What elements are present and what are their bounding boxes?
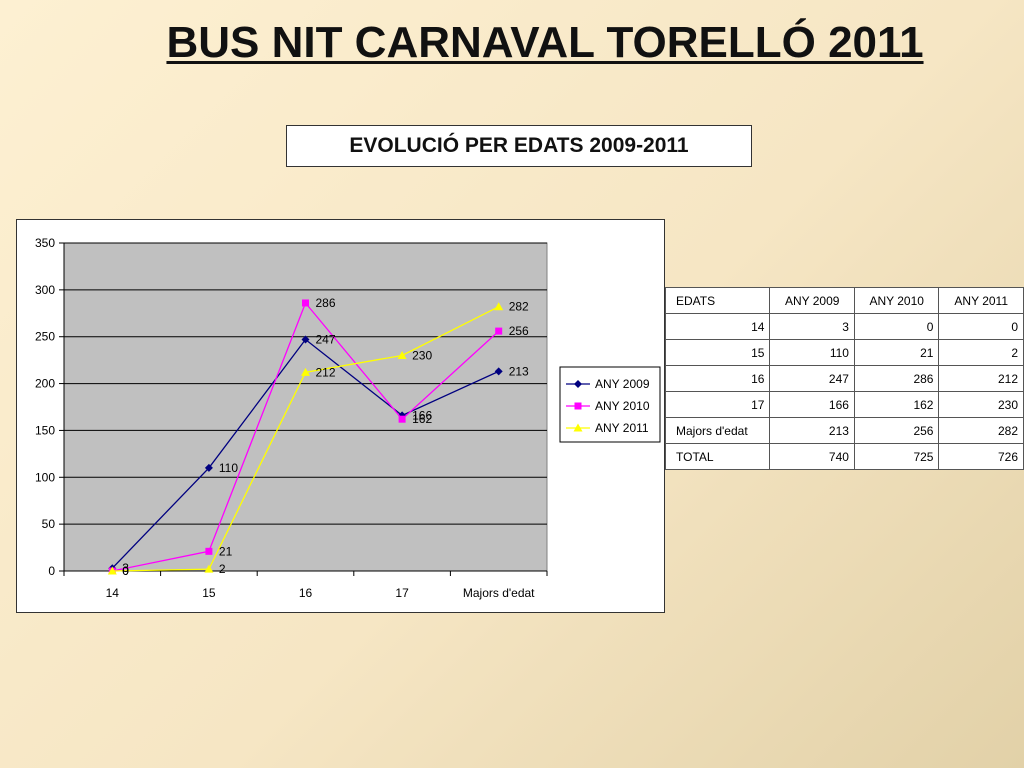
table-row-label: 14: [664, 313, 771, 340]
data-label: 286: [316, 296, 336, 310]
table-row-label: TOTAL: [664, 443, 771, 470]
legend-label: ANY 2011: [595, 421, 649, 435]
y-tick-label: 250: [35, 330, 55, 344]
data-point: [574, 380, 582, 388]
data-point: [205, 547, 213, 555]
line-chart: 0 50 100 150 200 250 300 350 14 15 16 17 Majors d'ed…: [16, 219, 665, 613]
table-row: 14 3 0 0: [664, 313, 1024, 340]
x-tick-label: Majors d'edat: [463, 586, 535, 600]
data-label: 166: [412, 408, 432, 422]
y-tick-label: 0: [48, 564, 55, 578]
chart-canvas: 0 50 100 150 200 250 300 350 14 15 16 17 Majors d'ed…: [35, 236, 661, 600]
data-point: [397, 350, 407, 359]
table-cell: 166: [769, 391, 855, 418]
table-cell: 0: [853, 313, 940, 340]
data-point: [301, 367, 310, 376]
data-label: 162: [412, 412, 432, 426]
x-tick-label: 15: [202, 586, 216, 600]
data-point: [573, 423, 583, 432]
table-cell: 247: [769, 365, 855, 392]
data-label: 3: [122, 561, 129, 575]
table-row: 17 166 162 230: [664, 391, 1024, 418]
data-label: 0: [122, 564, 129, 578]
table-cell: 740: [769, 443, 855, 470]
data-point: [107, 566, 117, 575]
data-table: EDATS ANY 2009 ANY 2010 ANY 2011 14 3 0 0 15 110 2…: [664, 287, 1024, 470]
table-row-label: Majors d'edat: [664, 417, 771, 444]
table-cell: 726: [938, 443, 1024, 470]
table-cell: 162: [853, 391, 940, 418]
table-header-cell: ANY 2009: [769, 287, 855, 314]
page-title: BUS NIT CARNAVAL TORELLÓ 2011: [166, 18, 924, 67]
legend-label: ANY 2009: [595, 377, 650, 391]
table-header-cell: ANY 2011: [938, 287, 1024, 314]
table-row: TOTAL 740 725 726: [664, 443, 1024, 470]
x-tick-label: 14: [106, 586, 120, 600]
y-tick-label: 50: [42, 517, 56, 531]
data-label: 212: [316, 365, 336, 379]
table-header-cell: EDATS: [664, 287, 771, 314]
table-cell: 230: [938, 391, 1024, 418]
data-label: 213: [509, 364, 529, 378]
x-tick-label: 17: [395, 586, 409, 600]
data-point: [494, 302, 504, 311]
table-header-cell: ANY 2010: [853, 287, 940, 314]
table-cell: 725: [853, 443, 940, 470]
data-point: [302, 299, 309, 307]
y-tick-label: 350: [35, 236, 55, 250]
chart-subtitle: EVOLUCIÓ PER EDATS 2009-2011: [286, 125, 752, 167]
table-cell: 2: [938, 339, 1024, 366]
table-row: Majors d'edat 213 256 282: [664, 417, 1024, 444]
legend-label: ANY 2010: [595, 399, 650, 413]
data-label: 21: [219, 544, 233, 558]
data-point: [204, 463, 213, 472]
x-tick-label: 16: [299, 586, 313, 600]
table-cell: 286: [853, 365, 940, 392]
y-tick-label: 100: [35, 470, 55, 484]
plot-area: [63, 242, 548, 572]
table-row-label: 17: [664, 391, 771, 418]
table-cell: 213: [769, 417, 855, 444]
data-label: 2: [219, 562, 226, 576]
y-tick-label: 300: [35, 283, 55, 297]
data-point: [574, 402, 582, 410]
table-row: 15 110 21 2: [664, 339, 1024, 366]
data-label: 256: [509, 324, 529, 338]
table-cell: 0: [938, 313, 1024, 340]
data-label: 110: [219, 461, 238, 475]
table-cell: 282: [938, 417, 1024, 444]
data-point: [494, 367, 503, 376]
table-row-label: 15: [664, 339, 771, 366]
table-cell: 21: [853, 339, 940, 366]
table-header-row: EDATS ANY 2009 ANY 2010 ANY 2011: [664, 287, 1024, 314]
table-cell: 212: [938, 365, 1024, 392]
data-point: [495, 327, 503, 335]
data-label: 230: [412, 348, 432, 362]
y-tick-label: 150: [35, 423, 55, 437]
y-tick-label: 200: [35, 377, 55, 391]
table-row-label: 16: [664, 365, 771, 392]
table-row: 16 247 286 212: [664, 365, 1024, 392]
table-cell: 3: [769, 313, 855, 340]
data-label: 0: [122, 564, 129, 578]
data-point: [398, 415, 406, 423]
data-point: [204, 564, 214, 573]
data-point: [301, 335, 310, 344]
table-cell: 110: [769, 339, 855, 366]
table-cell: 256: [853, 417, 940, 444]
data-label: 247: [316, 333, 336, 347]
data-label: 282: [509, 300, 529, 314]
